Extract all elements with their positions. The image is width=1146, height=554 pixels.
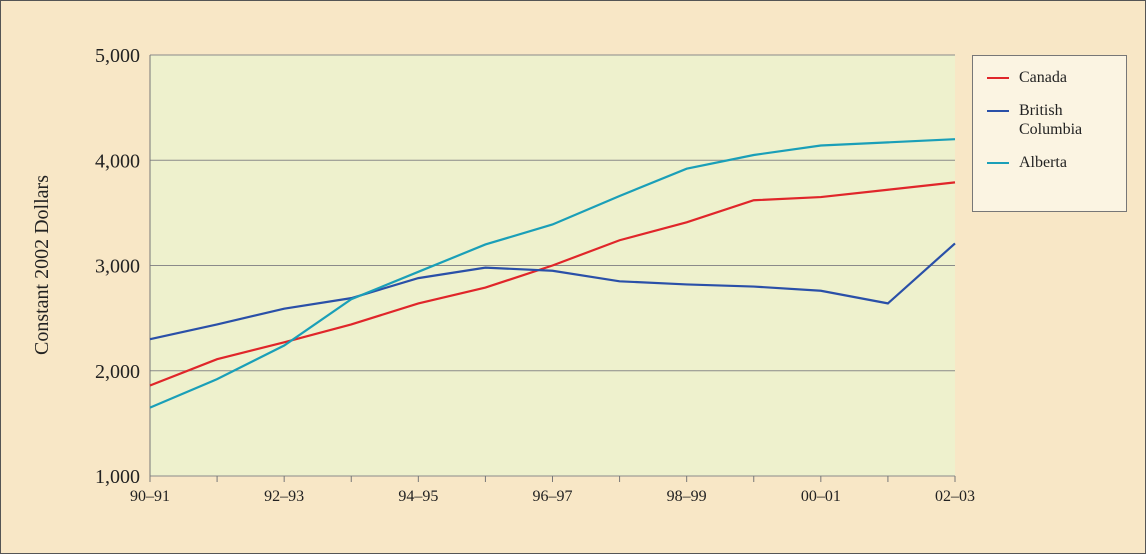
legend-swatch <box>987 110 1009 112</box>
legend-label: Alberta <box>1019 154 1067 171</box>
x-tick-label: 00–01 <box>801 488 841 505</box>
line <box>149 181 956 387</box>
x-tick-label: 90–91 <box>130 488 170 505</box>
y-tick-label: 1,000 <box>95 466 140 488</box>
line <box>149 242 956 341</box>
legend-label: Canada <box>1019 69 1067 86</box>
y-tick-label: 5,000 <box>95 45 140 67</box>
x-tick-label: 02–03 <box>935 488 975 505</box>
legend-swatch <box>987 162 1009 164</box>
legend-item: Alberta <box>981 153 1118 172</box>
legend-item: Canada <box>981 68 1118 87</box>
legend-swatch <box>987 77 1009 79</box>
legend: Canada British Columbia Alberta <box>972 55 1127 212</box>
legend-label: British Columbia <box>1019 102 1083 138</box>
x-tick-label: 92–93 <box>264 488 304 505</box>
line <box>149 138 956 409</box>
x-tick-label: 98–99 <box>667 488 707 505</box>
x-tick-label: 94–95 <box>398 488 438 505</box>
y-axis-label: Constant 2002 Dollars <box>31 175 53 355</box>
legend-item: British Columbia <box>981 101 1118 139</box>
y-tick-label: 3,000 <box>95 256 140 278</box>
y-tick-label: 2,000 <box>95 361 140 383</box>
x-tick-label: 96–97 <box>533 488 573 505</box>
y-tick-label: 4,000 <box>95 150 140 172</box>
